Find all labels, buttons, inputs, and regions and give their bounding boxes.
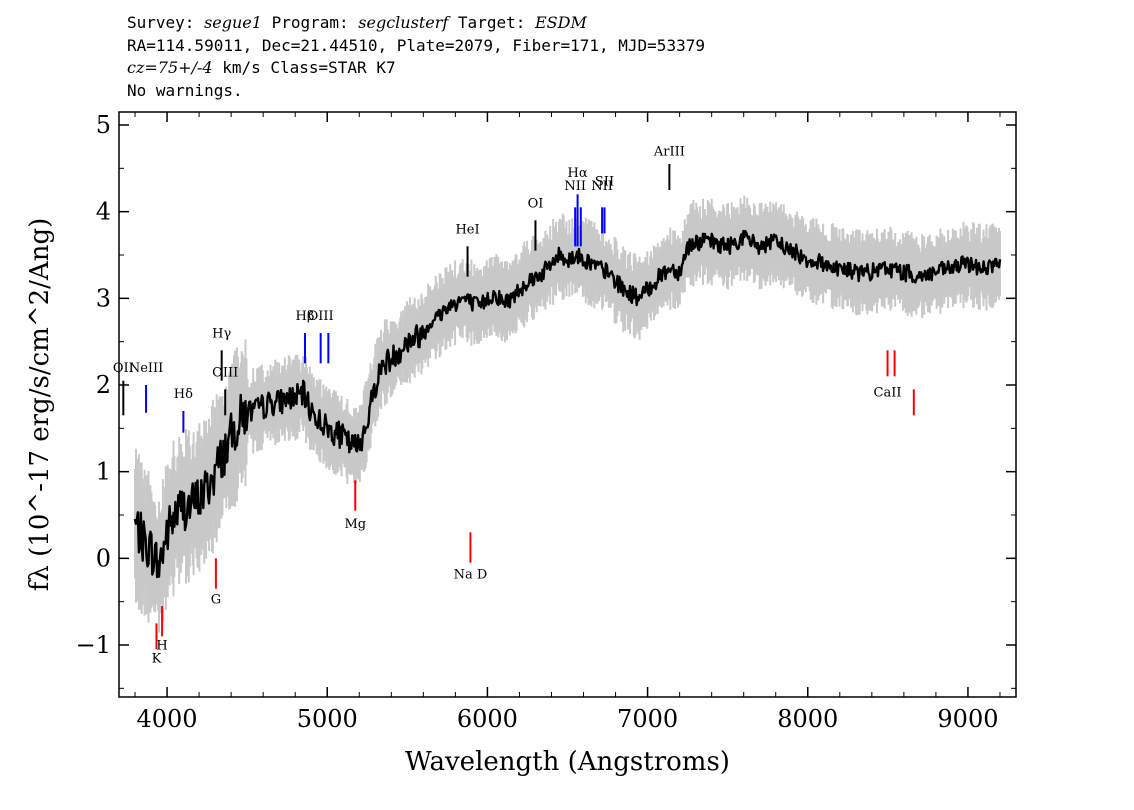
target-value: ESDM [535,13,587,32]
spectral-line-label: OII [113,361,134,376]
y-tick-label: 1 [96,458,111,486]
spectral-line-label: NII [564,179,586,194]
header-line-warnings: No warnings. [127,80,243,100]
y-tick-label: 0 [96,544,111,572]
spectrum-header: Survey: segue1 Program: segclusterf Targ… [127,12,705,102]
spectral-line-label: H [156,638,167,653]
target-label: Target: [457,13,526,32]
spectral-line-label: ArIII [653,144,685,159]
spectral-line-label: NeIII [129,361,163,376]
program-value: segclusterf [358,13,449,32]
x-tick-label: 6000 [457,705,518,733]
x-tick-label: 9000 [937,705,998,733]
spectral-line-label: Hδ [174,387,193,402]
spectral-line-label: Mg [344,517,366,532]
spectral-line-label: Hβ [296,309,315,324]
y-tick-label: 2 [96,371,111,399]
cz-value: cz=75+/-4 [127,58,213,77]
x-tick-label: 4000 [137,705,198,733]
class-text: Class=STAR K7 [270,58,396,77]
spectral-line-label: K [152,651,162,666]
x-tick-label: 8000 [777,705,838,733]
x-axis-title: Wavelength (Angstroms) [405,747,730,777]
cz-units: km/s [222,58,261,77]
spectral-line-label: G [211,592,221,607]
header-line-survey: Survey: segue1 Program: segclusterf Targ… [127,12,705,35]
plot-frame [118,111,1017,698]
x-tick-label: 7000 [617,705,678,733]
survey-value: segue1 [204,13,262,32]
spectral-line-label: Hα [568,166,588,181]
axis-ticks: 4000 5000 6000 7000 8000 9000 −1 0 1 2 3 4 5 [76,111,1016,733]
y-axis-title: fλ (10^-17 erg/s/cm^2/Ang) [25,218,55,591]
spectral-line-label: SII [595,175,614,190]
spectral-line-label: HeI [455,222,479,237]
spectral-line-label: Na D [454,567,488,582]
spectral-line-label: Hγ [212,326,231,341]
spectral-line-label: OIII [212,365,238,380]
flux-series-line [133,229,1002,579]
y-tick-label: 3 [96,284,111,312]
header-line-coords: RA=114.59011, Dec=21.44510, Plate=2079, … [127,35,705,55]
spectral-line-label: NII [591,179,613,194]
header-line-redshift: cz=75+/-4 km/s Class=STAR K7 [127,57,705,80]
y-tick-label: 4 [96,198,111,226]
spectral-line-label: OIII [308,309,334,324]
survey-label: Survey: [127,13,195,32]
spectral-line-label: OI [528,196,544,211]
program-label: Program: [271,13,349,32]
y-tick-label: −1 [76,631,111,659]
spectral-line-markers: OIINeIIIHδHγOIIIHβOIIIHeIOINIIHαNIISIIAr… [113,144,915,666]
spectral-line-label: CaII [874,385,902,400]
x-tick-label: 5000 [297,705,358,733]
y-tick-label: 5 [96,111,111,139]
